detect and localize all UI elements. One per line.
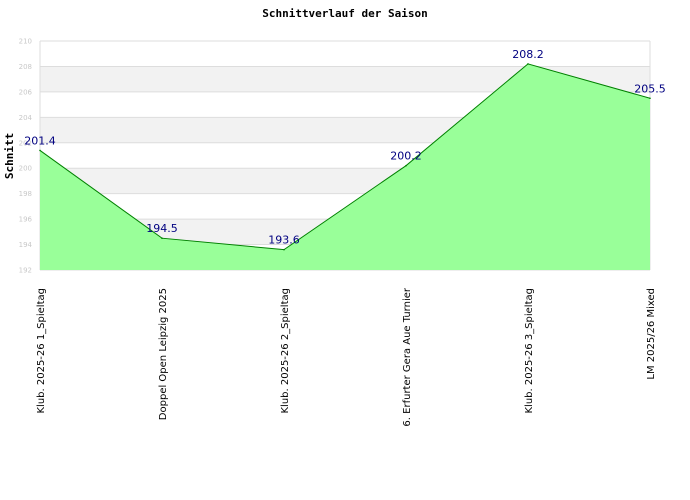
y-axis-label: Schnitt bbox=[3, 133, 16, 179]
x-tick-label: Klub. 2025-26 3_Spieltag bbox=[524, 288, 535, 414]
x-tick-label: Klub. 2025-26 2_Spieltag bbox=[280, 288, 291, 414]
y-tick-label: 210 bbox=[19, 38, 32, 46]
series-line bbox=[39, 63, 651, 251]
data-labels: 201.4 194.5 193.6 200.2 208.2 205.5 bbox=[24, 48, 666, 247]
y-tick-label: 194 bbox=[19, 241, 33, 249]
data-point bbox=[161, 237, 163, 239]
y-tick-label: 204 bbox=[19, 114, 33, 122]
x-tick-label: LM 2025/26 Mixed bbox=[646, 288, 657, 380]
y-tick-label: 198 bbox=[19, 190, 32, 198]
x-tick-label: 6. Erfurter Gera Aue Turnier bbox=[402, 287, 413, 426]
data-label: 208.2 bbox=[512, 48, 544, 61]
data-label: 200.2 bbox=[390, 150, 422, 163]
data-point bbox=[405, 164, 407, 167]
data-label: 193.6 bbox=[268, 234, 300, 247]
x-tick-label: Klub. 2025-26 1_Spieltag bbox=[36, 288, 47, 414]
y-axis-ticks: 192 194 196 198 200 202 204 206 208 210 bbox=[19, 38, 33, 275]
y-tick-label: 208 bbox=[19, 63, 32, 71]
data-label: 205.5 bbox=[634, 82, 666, 95]
y-tick-label: 192 bbox=[19, 267, 32, 275]
y-tick-label: 200 bbox=[19, 165, 32, 173]
x-axis-ticks: Klub. 2025-26 1_Spieltag Doppel Open Leip… bbox=[36, 287, 657, 426]
y-tick-label: 202 bbox=[19, 139, 32, 147]
data-point bbox=[527, 63, 529, 65]
chart-title: Schnittverlauf der Saison bbox=[262, 7, 428, 20]
y-tick-label: 206 bbox=[19, 88, 33, 96]
data-point bbox=[39, 149, 41, 152]
data-label: 201.4 bbox=[24, 134, 56, 147]
x-tick-label: Doppel Open Leipzig 2025 bbox=[158, 288, 169, 420]
area-fill bbox=[40, 63, 650, 271]
data-area bbox=[39, 63, 651, 271]
data-point bbox=[283, 248, 285, 251]
data-label: 194.5 bbox=[146, 222, 178, 235]
data-point bbox=[649, 97, 651, 100]
y-tick-label: 196 bbox=[19, 216, 33, 224]
